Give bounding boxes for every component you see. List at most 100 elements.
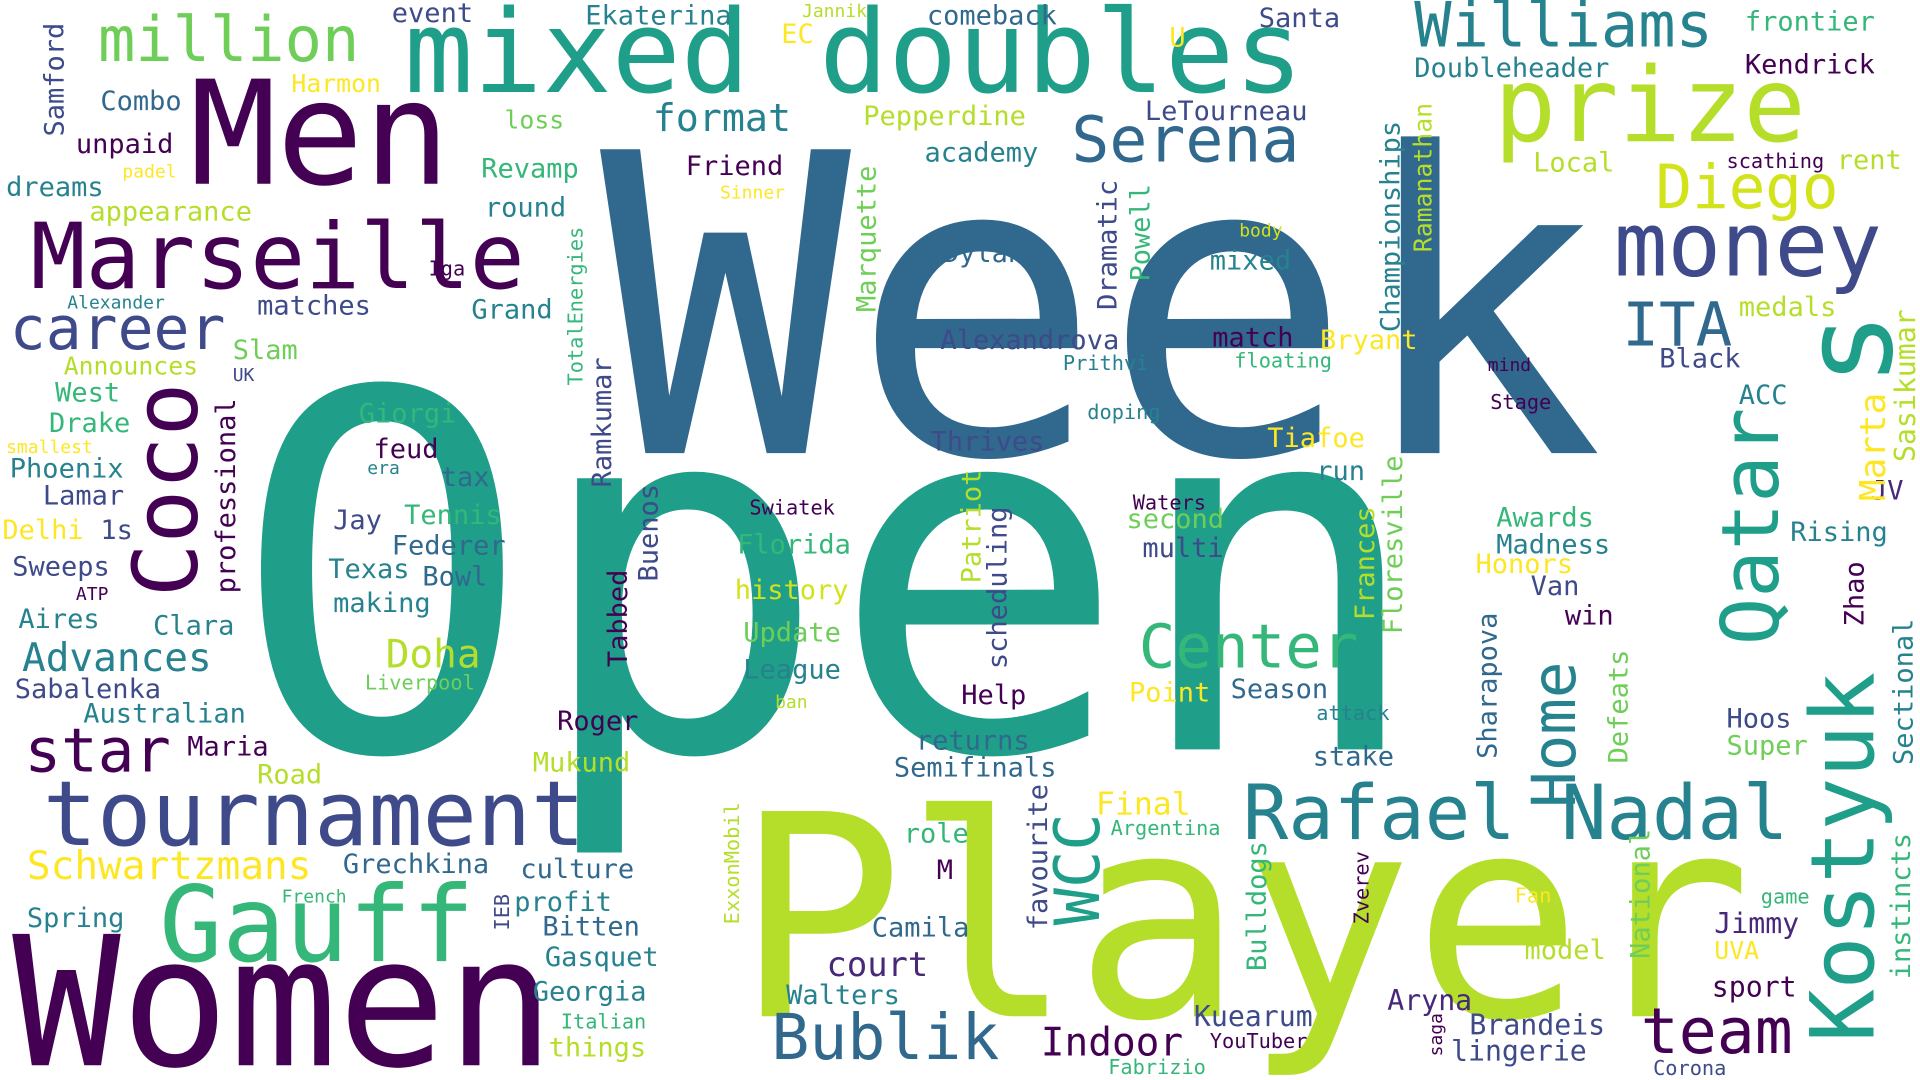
word: Fan <box>1515 883 1552 907</box>
word: role <box>904 818 969 849</box>
word: round <box>485 193 566 224</box>
word: Floresville <box>1378 455 1409 634</box>
word: doping <box>1087 400 1160 424</box>
word: Defeats <box>1603 650 1634 764</box>
word: Hoos <box>1727 703 1792 734</box>
word: Pepperdine <box>863 101 1026 132</box>
word: Friend <box>686 151 784 182</box>
word: mixed doubles <box>404 0 1303 120</box>
word: Awards <box>1496 503 1594 534</box>
word: IEB <box>490 894 514 931</box>
word: Waters <box>1133 490 1206 514</box>
word: Serena <box>1071 103 1299 177</box>
word: Giorgi <box>359 398 457 429</box>
word: Doha <box>386 631 481 677</box>
word: Semifinals <box>894 752 1057 783</box>
word: Dylan <box>943 238 1024 269</box>
word: Jimmy <box>1714 907 1799 940</box>
word: Season <box>1231 674 1329 705</box>
word: Championships <box>1376 121 1407 332</box>
word: Bryant <box>1320 325 1418 356</box>
word: Argentina <box>1111 816 1221 840</box>
word: Frances <box>1350 506 1381 620</box>
word: Sectional <box>1889 619 1920 765</box>
word: Jannik <box>802 1 867 22</box>
word: feud <box>374 434 439 465</box>
word: Week <box>600 67 1604 552</box>
word: JV <box>1871 476 1904 507</box>
word: Marseille <box>31 203 525 310</box>
word: Local <box>1533 147 1614 178</box>
word: ITA <box>1622 290 1732 360</box>
word: Van <box>1531 571 1580 602</box>
word: Iga <box>429 257 466 281</box>
word: Final <box>1096 786 1191 822</box>
word: Fabrizio <box>1108 1055 1206 1079</box>
word: Ramanathan <box>1408 103 1437 252</box>
word: Georgia <box>533 976 647 1007</box>
word: making <box>333 588 431 619</box>
word: professional <box>211 398 242 593</box>
word: League <box>743 654 841 685</box>
word: Mukund <box>533 747 631 778</box>
word: run <box>1316 456 1365 487</box>
word: Qatar <box>1705 408 1797 645</box>
word: Sabalenka <box>15 674 161 705</box>
word: padel <box>122 162 176 183</box>
word: star <box>25 716 171 786</box>
word: Bitten <box>542 912 640 943</box>
word: scheduling <box>983 507 1014 670</box>
word: LeTourneau <box>1145 96 1308 127</box>
word: Jay <box>333 505 382 536</box>
word: Zhao <box>1840 561 1871 626</box>
word: Samford <box>40 23 71 137</box>
word: UK <box>233 365 255 386</box>
word: Kuearum <box>1194 1000 1313 1033</box>
word: Super <box>1727 730 1808 761</box>
word: match <box>1212 323 1293 354</box>
word: Schwartzmans <box>27 843 312 889</box>
word: Spring <box>27 903 125 934</box>
word: Alexander <box>67 293 165 314</box>
word: Center <box>1139 612 1359 682</box>
word: Walters <box>786 980 900 1011</box>
word: Sasikumar <box>1889 309 1920 462</box>
word: Point <box>1129 678 1210 709</box>
word: Slam <box>233 335 298 366</box>
word: Sharapova <box>1472 613 1503 759</box>
word: ATP <box>76 584 109 605</box>
word: game <box>1761 885 1810 909</box>
word: Williams <box>1414 0 1713 62</box>
word: frontier <box>1745 7 1875 38</box>
word: Men <box>190 51 450 219</box>
word: Gauff <box>159 864 474 986</box>
word: money <box>1614 193 1882 297</box>
word: Combo <box>100 86 181 117</box>
word: Help <box>961 680 1026 711</box>
word: Doubleheader <box>1414 53 1609 84</box>
word: win <box>1565 601 1614 632</box>
word: Sinner <box>720 182 785 203</box>
word: Coco <box>113 383 217 597</box>
word: Florida <box>737 530 851 561</box>
word: Advances <box>22 635 212 681</box>
word: Kendrick <box>1745 50 1875 81</box>
word: culture <box>520 854 634 885</box>
word: Grand <box>471 294 552 325</box>
word: s <box>1777 312 1920 387</box>
word: unpaid <box>76 129 174 160</box>
word: West <box>55 378 120 409</box>
word: Santa <box>1259 3 1340 34</box>
word: M <box>937 855 953 886</box>
word: comeback <box>927 1 1057 32</box>
word: Clara <box>153 610 234 641</box>
word: Texas <box>328 554 409 585</box>
word: Alexandrova <box>940 325 1119 356</box>
word: loss <box>505 106 565 135</box>
word: favourite <box>1023 784 1054 930</box>
word: Delhi <box>2 515 83 546</box>
